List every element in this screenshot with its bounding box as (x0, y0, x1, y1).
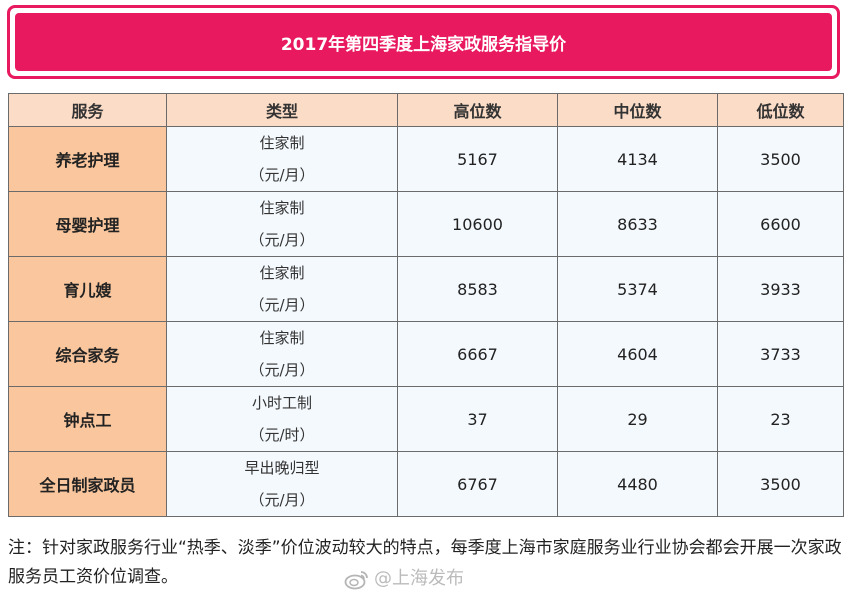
high-cell: 8583 (397, 256, 558, 322)
header-median: 中位数 (557, 93, 718, 127)
type-name: 住家制 (259, 264, 305, 282)
low-cell: 3933 (717, 256, 844, 322)
high-cell: 6667 (397, 321, 558, 387)
weibo-icon (344, 571, 368, 590)
type-name: 住家制 (259, 329, 305, 347)
title-banner: 2017年第四季度上海家政服务指导价 (15, 13, 832, 71)
low-cell: 3733 (717, 321, 844, 387)
table-header-row: 服务 类型 高位数 中位数 低位数 (8, 93, 844, 127)
median-cell: 5374 (557, 256, 718, 322)
table-row: 育儿嫂 住家制 （元/月） 8583 5374 3933 (8, 256, 844, 322)
high-cell: 10600 (397, 191, 558, 257)
median-cell: 4134 (557, 126, 718, 192)
type-cell: 住家制 （元/月） (166, 126, 398, 192)
table-row: 养老护理 住家制 （元/月） 5167 4134 3500 (8, 126, 844, 192)
table-row: 钟点工 小时工制 （元/时） 37 29 23 (8, 386, 844, 452)
table-row: 综合家务 住家制 （元/月） 6667 4604 3733 (8, 321, 844, 387)
service-cell: 钟点工 (8, 386, 167, 452)
service-cell: 育儿嫂 (8, 256, 167, 322)
high-cell: 5167 (397, 126, 558, 192)
type-name: 住家制 (259, 199, 305, 217)
type-unit: （元/月） (249, 231, 315, 249)
type-cell: 住家制 （元/月） (166, 191, 398, 257)
high-cell: 37 (397, 386, 558, 452)
title-frame: 2017年第四季度上海家政服务指导价 (7, 5, 840, 79)
table-row: 母婴护理 住家制 （元/月） 10600 8633 6600 (8, 191, 844, 257)
type-name: 早出晚归型 (244, 459, 320, 477)
page-title: 2017年第四季度上海家政服务指导价 (280, 34, 567, 55)
type-unit: （元/月） (249, 166, 315, 184)
low-cell: 6600 (717, 191, 844, 257)
median-cell: 4604 (557, 321, 718, 387)
footnote: 注：针对家政服务行业“热季、淡季”价位波动较大的特点，每季度上海市家庭服务业行业… (8, 538, 842, 587)
type-unit: （元/月） (249, 491, 315, 509)
type-unit: （元/月） (249, 361, 315, 379)
price-table: 服务 类型 高位数 中位数 低位数 养老护理 住家制 （元/月） 5167 41… (8, 93, 844, 517)
service-cell: 全日制家政员 (8, 451, 167, 517)
type-name: 小时工制 (251, 394, 312, 412)
header-low: 低位数 (717, 93, 844, 127)
header-type: 类型 (166, 93, 398, 127)
low-cell: 23 (717, 386, 844, 452)
low-cell: 3500 (717, 451, 844, 517)
header-high: 高位数 (397, 93, 558, 127)
median-cell: 8633 (557, 191, 718, 257)
service-cell: 养老护理 (8, 126, 167, 192)
type-cell: 住家制 （元/月） (166, 256, 398, 322)
watermark-text: @上海发布 (374, 568, 464, 589)
median-cell: 4480 (557, 451, 718, 517)
header-service: 服务 (8, 93, 167, 127)
high-cell: 6767 (397, 451, 558, 517)
type-unit: （元/月） (249, 296, 315, 314)
type-cell: 住家制 （元/月） (166, 321, 398, 387)
service-cell: 母婴护理 (8, 191, 167, 257)
type-cell: 早出晚归型 （元/月） (166, 451, 398, 517)
table-row: 全日制家政员 早出晚归型 （元/月） 6767 4480 3500 (8, 451, 844, 517)
service-cell: 综合家务 (8, 321, 167, 387)
low-cell: 3500 (717, 126, 844, 192)
watermark: @上海发布 (344, 567, 464, 591)
median-cell: 29 (557, 386, 718, 452)
type-name: 住家制 (259, 134, 305, 152)
type-unit: （元/时） (249, 426, 315, 444)
type-cell: 小时工制 （元/时） (166, 386, 398, 452)
